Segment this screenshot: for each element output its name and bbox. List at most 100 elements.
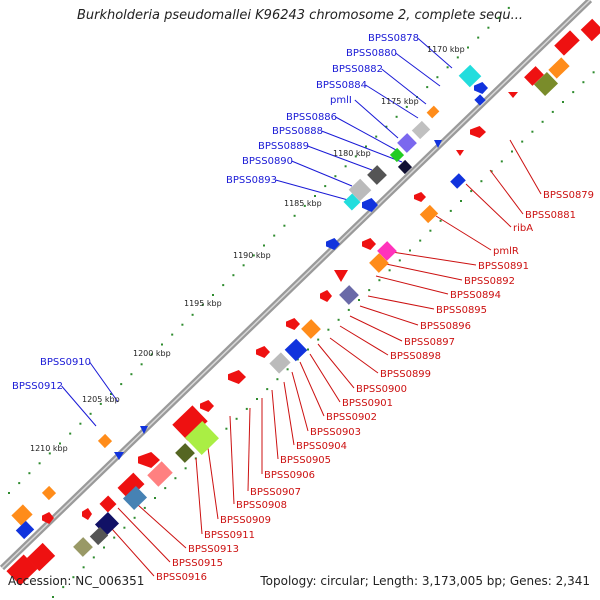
gene-label-lower[interactable]: BPSS0895 xyxy=(436,305,487,316)
gene-label-lower[interactable]: BPSS0896 xyxy=(420,321,471,332)
gene-feature[interactable] xyxy=(474,82,488,94)
gene-label-lower[interactable]: BPSS0908 xyxy=(236,500,287,511)
label-connector xyxy=(386,264,462,280)
gene-feature[interactable] xyxy=(362,238,376,250)
gene-feature[interactable] xyxy=(42,486,56,500)
gene-label-lower[interactable]: ribA xyxy=(513,223,533,234)
gene-label-upper[interactable]: BPSS0884 xyxy=(316,80,367,91)
ruler-dot xyxy=(396,116,398,118)
gene-label-lower[interactable]: BPSS0897 xyxy=(404,337,455,348)
gene-feature[interactable] xyxy=(414,192,426,202)
gene-label-lower[interactable]: BPSS0902 xyxy=(326,412,377,423)
gene-feature[interactable] xyxy=(256,346,270,358)
gene-label-upper[interactable]: BPSS0888 xyxy=(272,126,323,137)
label-connector xyxy=(466,184,511,227)
gene-feature[interactable] xyxy=(420,205,438,223)
gene-feature[interactable] xyxy=(82,508,92,520)
gene-feature[interactable] xyxy=(470,126,486,138)
gene-feature[interactable] xyxy=(427,106,440,119)
gene-label-lower[interactable]: BPSS0894 xyxy=(450,290,501,301)
gene-label-upper[interactable]: BPSS0890 xyxy=(242,156,293,167)
ruler-dot xyxy=(185,467,187,469)
ruler-dot xyxy=(365,146,367,148)
ruler-dot xyxy=(8,492,10,494)
ruler-dot xyxy=(283,225,285,227)
gene-feature[interactable] xyxy=(459,65,482,88)
gene-label-lower[interactable]: BPSS0905 xyxy=(280,455,331,466)
gene-label-lower[interactable]: BPSS0903 xyxy=(310,427,361,438)
gene-label-lower[interactable]: BPSS0915 xyxy=(172,558,223,569)
gene-feature[interactable] xyxy=(456,150,464,156)
gene-feature[interactable] xyxy=(269,352,290,373)
ruler-dot xyxy=(90,413,92,415)
gene-feature[interactable] xyxy=(581,19,600,42)
gene-label-lower[interactable]: BPSS0901 xyxy=(342,398,393,409)
gene-feature[interactable] xyxy=(367,165,387,185)
gene-feature[interactable] xyxy=(390,148,404,162)
gene-feature[interactable] xyxy=(73,537,93,557)
gene-feature[interactable] xyxy=(412,121,430,139)
ruler-dot xyxy=(572,91,574,93)
gene-label-lower[interactable]: BPSS0906 xyxy=(264,470,315,481)
gene-feature[interactable] xyxy=(397,133,417,153)
ruler-dot xyxy=(447,66,449,68)
gene-feature[interactable] xyxy=(11,504,32,525)
gene-feature[interactable] xyxy=(200,400,214,412)
ruler-dot xyxy=(120,383,122,385)
gene-label-lower[interactable]: BPSS0913 xyxy=(188,544,239,555)
gene-feature[interactable] xyxy=(301,319,321,339)
gene-feature[interactable] xyxy=(508,92,518,98)
gene-label-lower[interactable]: BPSS0907 xyxy=(250,487,301,498)
gene-label-upper[interactable]: BPSS0893 xyxy=(226,175,277,186)
gene-label-lower[interactable]: BPSS0899 xyxy=(380,369,431,380)
gene-label-lower[interactable]: BPSS0909 xyxy=(220,515,271,526)
gene-feature[interactable] xyxy=(100,496,117,513)
gene-feature[interactable] xyxy=(334,270,348,282)
gene-features[interactable] xyxy=(6,19,600,586)
gene-feature[interactable] xyxy=(228,370,246,384)
gene-feature[interactable] xyxy=(339,285,359,305)
ruler-dot xyxy=(467,47,469,49)
gene-label-upper[interactable]: pmlI xyxy=(330,95,352,106)
gene-label-lower[interactable]: BPSS0891 xyxy=(478,261,529,272)
ruler-dot xyxy=(409,250,411,252)
gene-label-lower[interactable]: BPSS0900 xyxy=(356,384,407,395)
gene-feature[interactable] xyxy=(98,434,112,448)
gene-feature[interactable] xyxy=(285,339,308,362)
gene-label-lower[interactable]: BPSS0911 xyxy=(204,530,255,541)
gene-feature[interactable] xyxy=(175,443,195,463)
gene-label-lower[interactable]: BPSS0916 xyxy=(156,572,207,583)
gene-label-upper[interactable]: BPSS0912 xyxy=(12,381,63,392)
ruler-dot xyxy=(164,487,166,489)
gene-label-lower[interactable]: BPSS0898 xyxy=(390,351,441,362)
gene-label-upper[interactable]: BPSS0910 xyxy=(40,357,91,368)
gene-label-upper[interactable]: BPSS0880 xyxy=(346,48,397,59)
ruler-dot xyxy=(52,596,54,598)
gene-label-upper[interactable]: BPSS0886 xyxy=(286,112,337,123)
gene-feature[interactable] xyxy=(286,318,300,330)
gene-label-upper[interactable]: BPSS0882 xyxy=(332,64,383,75)
gene-label-lower[interactable]: BPSS0879 xyxy=(543,190,594,201)
gene-label-lower[interactable]: BPSS0881 xyxy=(525,210,576,221)
gene-label-lower[interactable]: BPSS0892 xyxy=(464,276,515,287)
ruler-dots xyxy=(8,7,595,598)
gene-feature[interactable] xyxy=(548,57,569,78)
gene-feature[interactable] xyxy=(450,173,466,189)
ruler-dot xyxy=(141,363,143,365)
ruler-dot xyxy=(28,472,30,474)
gene-labels[interactable]: BPSS0878 BPSS0880 BPSS0882 BPSS0884 pmlI BPSS… xyxy=(12,33,594,583)
gene-label-upper[interactable]: BPSS0878 xyxy=(368,33,419,44)
genome-map[interactable]: 1170 kbp1175 kbp1180 kbp1185 kbp1190 kbp… xyxy=(0,0,600,600)
ruler-dot xyxy=(317,339,319,341)
gene-feature[interactable] xyxy=(138,452,160,468)
ruler-dot xyxy=(450,210,452,212)
gene-label-lower[interactable]: BPSS0904 xyxy=(296,441,347,452)
gene-label-upper[interactable]: BPSS0889 xyxy=(258,141,309,152)
ruler-dot xyxy=(79,423,81,425)
ruler-dot xyxy=(192,314,194,316)
gene-label-lower[interactable]: pmlR xyxy=(493,246,519,257)
gene-feature[interactable] xyxy=(320,290,332,302)
ruler-dot xyxy=(294,215,296,217)
ruler-dot xyxy=(470,190,472,192)
ruler-dot xyxy=(542,121,544,123)
